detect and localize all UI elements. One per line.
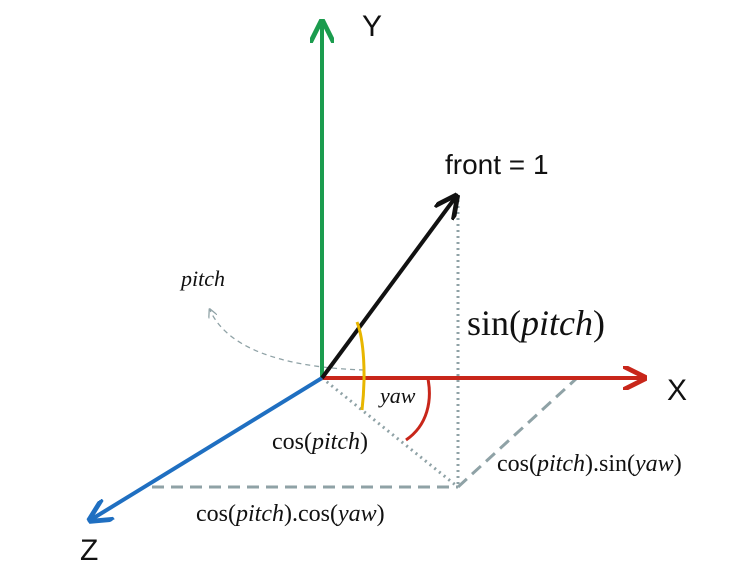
- z-axis-label: Z: [80, 534, 98, 567]
- cos-pitch-label: cos(pitch): [272, 429, 368, 455]
- z-axis-arrow: [92, 376, 324, 519]
- cos-pitch-sin-yaw-label: cos(pitch).sin(yaw): [497, 451, 682, 477]
- cos-pitch-cos-yaw-label: cos(pitch).cos(yaw): [196, 501, 385, 527]
- x-axis-label: X: [667, 374, 687, 407]
- yaw-angle-arc: [405, 378, 431, 442]
- front-label: front = 1: [445, 149, 549, 180]
- front-vector-arrow: [320, 198, 455, 380]
- pitch-rotation-label: pitch: [179, 266, 225, 291]
- yaw-angle-label: yaw: [378, 383, 416, 408]
- cos-pitch-projection-line: [321, 376, 459, 489]
- pitch-angle-arc: [355, 321, 366, 411]
- x-component-dashed-line: [456, 376, 579, 489]
- sin-pitch-label: sin(pitch): [467, 303, 605, 343]
- pitch-rotation-arc: [210, 310, 365, 371]
- y-axis-label: Y: [362, 10, 382, 43]
